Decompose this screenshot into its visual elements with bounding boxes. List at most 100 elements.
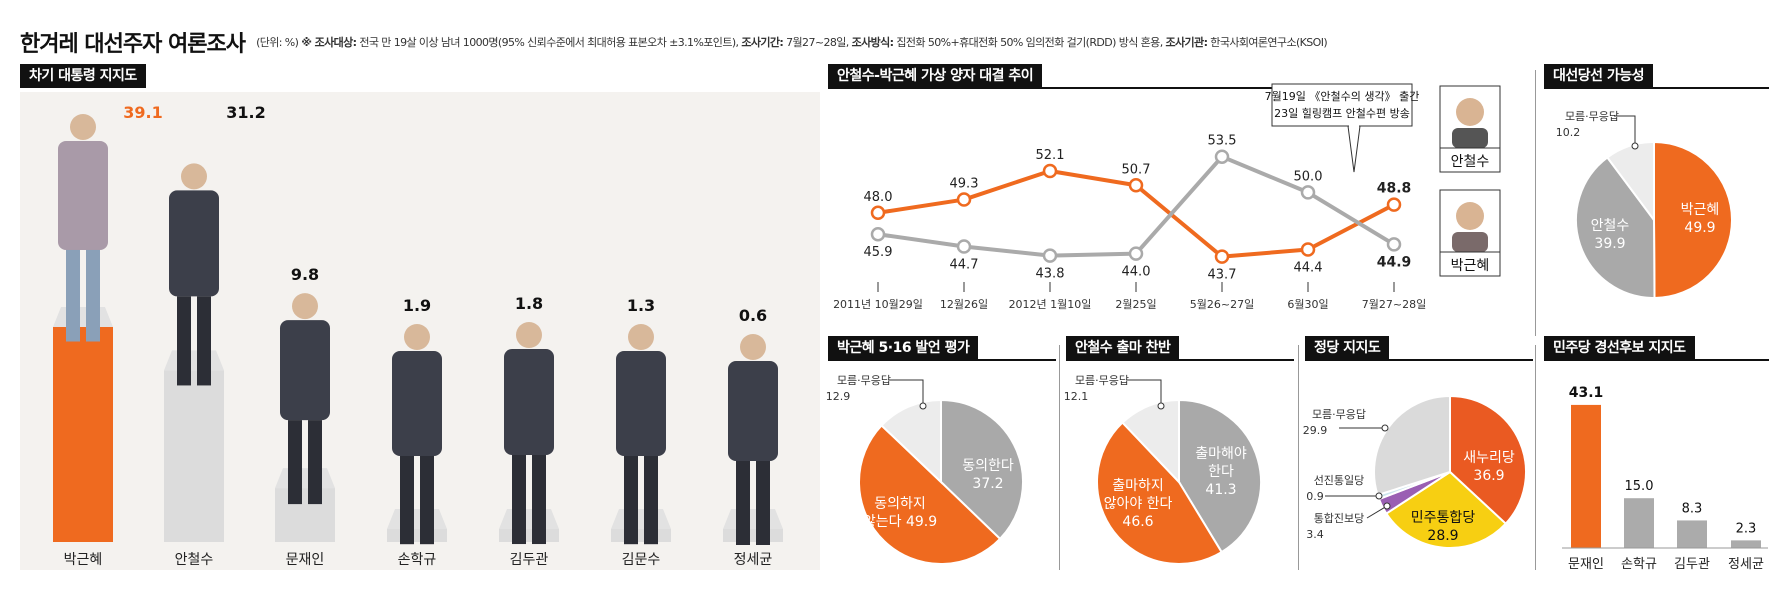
minjoo-value-label-1: 43.1	[1569, 385, 1604, 401]
figure-head-icon	[292, 293, 318, 320]
trend-value-label-2-6: 50.0	[1294, 169, 1323, 184]
support-bar-5	[499, 529, 559, 542]
legend-name-2: 박근혜	[1451, 258, 1490, 274]
unit-note: (단위: %)	[256, 36, 299, 49]
trend-annotation-box	[1271, 83, 1413, 127]
support-bar-chart: 39.1 박근혜 31.2 안철수 9.8 문재인 1.9 손학규 1.8 김두관 1.3 김문수 0.…	[20, 92, 820, 570]
trend-legend-1: 안철수	[1439, 85, 1501, 173]
support-bar-top-2	[164, 350, 224, 371]
party-pie-chart: 새누리당 36.9 민주통합당 28.9 모름·무응답 29.9 선진통일당 0.9 통합진보당…	[1303, 394, 1527, 549]
figure-head-icon	[628, 324, 654, 350]
trend-annotation-pointer	[1347, 125, 1361, 173]
minjoo-category-label-3: 김두관	[1674, 557, 1710, 572]
trend-value-label-1-5: 43.7	[1208, 268, 1237, 283]
support-bar-1	[53, 326, 113, 542]
support-bar-3	[275, 488, 335, 542]
minjoo-category-label-4: 정세균	[1728, 557, 1764, 572]
support-bar-2	[164, 370, 224, 542]
minjoo-category-label-1: 문재인	[1568, 557, 1604, 572]
trend-value-label-1-7: 48.8	[1377, 181, 1412, 197]
minjoo-bar-2	[1624, 498, 1654, 548]
figure-body-icon	[728, 361, 778, 461]
org-label: 조사기관:	[1165, 36, 1208, 49]
run-label-3: 모름·무응답	[1075, 374, 1129, 387]
remark-slice-2	[858, 424, 1002, 566]
figure-body-icon	[58, 140, 108, 250]
trend-x-label-7: 7월27~28일	[1362, 297, 1426, 311]
run-slice-3	[1121, 398, 1180, 485]
trend-x-label-6: 6월30일	[1287, 297, 1328, 311]
trend-value-label-2-5: 53.5	[1208, 134, 1237, 149]
chance-label-1: 박근혜 49.9	[1681, 202, 1720, 236]
trend-x-label-3: 2012년 1월10일	[1009, 297, 1092, 311]
legend-shoulder-icon	[1452, 128, 1488, 148]
figure-leg-left-icon	[177, 296, 191, 386]
trend-value-label-2-1: 45.9	[864, 245, 893, 260]
chance-label-2: 안철수 39.9	[1591, 218, 1630, 252]
figure-head-icon	[516, 322, 542, 348]
run-label-2: 출마하지 않아야 한다 46.6	[1104, 478, 1173, 530]
trend-annotation-line-1: 7월19일 《안철수의 생각》 출간	[1265, 89, 1420, 103]
figure-head-icon	[70, 113, 96, 140]
trend-point-1-1	[870, 205, 886, 221]
survey-info: (단위: %) ※ 조사대상: 전국 만 19살 이상 남녀 1000명(95%…	[256, 36, 1328, 49]
party-rule	[1305, 359, 1533, 361]
method-text: 집전화 50%+휴대전화 50% 임의전화 걸기(RDD) 방식 혼용,	[896, 36, 1163, 49]
remark-rule	[828, 359, 1056, 361]
support-category-label-4: 손학규	[398, 552, 437, 568]
trend-value-label-1-3: 52.1	[1036, 148, 1065, 163]
support-bar-top-7	[723, 509, 783, 529]
support-value-label-4: 1.9	[403, 296, 431, 315]
org-text: 한국사회여론연구소(KSOI)	[1210, 36, 1328, 49]
run-leader-dot	[1157, 402, 1165, 410]
trend-line-chart: 2011년 10월29일 12월26일 2012년 1월10일 2월25일 5월26~2…	[833, 83, 1501, 311]
chance-leader-dot	[1631, 142, 1639, 150]
trend-point-2-3	[1042, 248, 1058, 263]
support-value-label-6: 1.3	[627, 296, 655, 315]
chance-leader-line	[1614, 115, 1636, 146]
trend-value-label-2-7: 44.9	[1377, 254, 1412, 270]
figure-leg-right-icon	[197, 296, 211, 386]
trend-x-label-5: 5월26~27일	[1190, 297, 1254, 311]
support-category-label-6: 김문수	[622, 552, 661, 568]
run-label-1: 출마해야 한다 41.3	[1195, 446, 1247, 498]
figure-leg-right-icon	[644, 456, 658, 545]
party-slice-2	[1384, 470, 1508, 549]
figure-head-icon	[740, 334, 766, 360]
remark-slice-1	[940, 398, 1024, 541]
support-value-label-2: 31.2	[226, 103, 265, 122]
trend-point-1-6	[1300, 242, 1316, 257]
support-value-label-5: 1.8	[515, 294, 543, 313]
figure-leg-left-icon	[66, 249, 80, 342]
minjoo-bar-4	[1731, 540, 1761, 548]
support-bar-7	[723, 529, 783, 542]
target-label: ※ 조사대상:	[301, 36, 357, 49]
party-label-3: 통합진보당	[1314, 512, 1365, 525]
divider-1	[1059, 345, 1060, 570]
period-text: 7월27~28일,	[786, 36, 849, 49]
support-bar-top-3	[275, 468, 335, 489]
target-text: 전국 만 19살 이상 남녀 1000명(95% 신뢰수준에서 최대허용 표본오…	[359, 36, 739, 49]
chance-slice-1	[1653, 140, 1733, 300]
trend-point-2-6	[1300, 185, 1316, 200]
trend-x-label-2: 12월26일	[940, 297, 988, 311]
chance-rule	[1544, 87, 1769, 89]
run-slice-2	[1096, 421, 1223, 565]
support-value-label-1: 39.1	[123, 103, 162, 122]
figure-body-icon	[280, 320, 330, 421]
candidate-figure-2	[169, 163, 219, 386]
run-rule	[1066, 359, 1294, 361]
remark-chart-title: 박근혜 5·16 발언 평가	[828, 336, 979, 360]
trend-point-2-7	[1386, 237, 1402, 252]
support-bar-top-5	[499, 509, 559, 529]
trend-point-1-4	[1128, 178, 1144, 193]
trend-point-2-5	[1214, 149, 1230, 164]
candidate-figure-1	[58, 113, 108, 342]
support-bar-6	[611, 529, 671, 542]
trend-x-label-1: 2011년 10월29일	[833, 297, 923, 311]
trend-point-1-2	[956, 192, 972, 207]
trend-value-label-1-1: 48.0	[864, 190, 893, 205]
trend-value-label-2-2: 44.7	[950, 257, 979, 272]
chance-label-3: 모름·무응답	[1565, 110, 1619, 123]
run-value-3: 12.1	[1064, 390, 1089, 403]
